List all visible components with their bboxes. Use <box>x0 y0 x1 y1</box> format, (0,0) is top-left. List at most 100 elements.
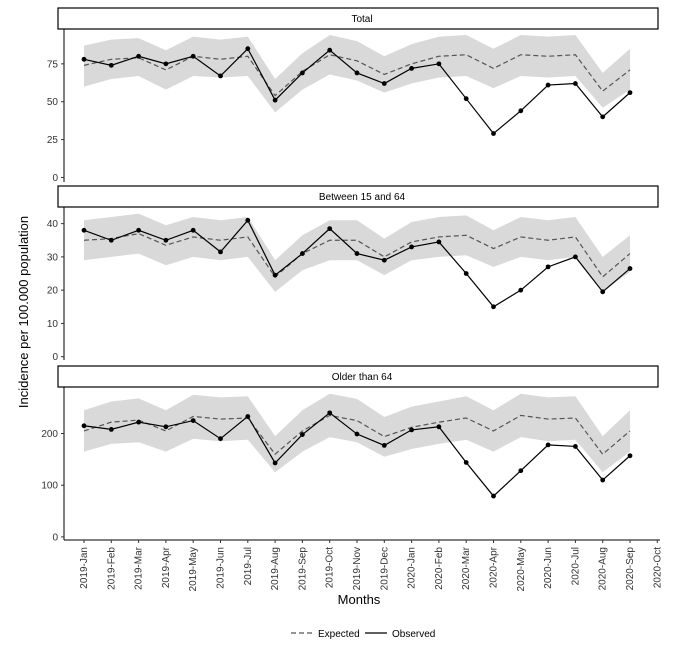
x-tick-label: 2020-May <box>516 547 527 591</box>
panel-3-observed-point <box>300 432 305 437</box>
panel-3-y-tick-label: 100 <box>41 481 58 492</box>
x-tick-label: 2019-Jul <box>243 547 254 585</box>
panel-3-observed-point <box>136 419 142 425</box>
panel-2-observed-point <box>627 266 633 271</box>
panel-1-observed-point <box>190 53 196 59</box>
panel-2-observed-point <box>245 217 251 223</box>
panel-3-observed-point <box>627 453 633 459</box>
panel-2-observed-point <box>163 237 169 243</box>
panel-2-y-tick-label: 10 <box>47 319 59 330</box>
panel-1-observed-point <box>463 96 469 102</box>
panel-1-title: Total <box>351 14 372 25</box>
panel-2-y-tick-label: 20 <box>47 286 59 297</box>
panel-3-y-tick-label: 0 <box>52 532 58 543</box>
panel-2: Between 15 and 64 0 10 20 30 40 <box>47 185 659 363</box>
panel-1-observed-point <box>300 70 305 76</box>
panel-1-observed-point <box>600 114 606 120</box>
x-tick-label: 2019-Aug <box>270 547 281 590</box>
panel-2-observed-point <box>545 264 551 270</box>
panel-2-observed-point <box>600 289 606 295</box>
x-tick-label: 2020-Jul <box>570 547 581 585</box>
panel-2-observed-point <box>327 226 333 232</box>
panel-2-observed-point <box>381 257 387 263</box>
panel-3-observed-point <box>272 460 278 466</box>
legend-observed-label: Observed <box>392 629 435 640</box>
panel-1-observed-point <box>81 56 87 62</box>
x-tick-label: 2020-Jun <box>543 547 554 589</box>
panel-1-observed-point <box>327 47 333 53</box>
panel-1-y-tick-label: 50 <box>47 97 59 108</box>
panel-3-observed-point <box>600 477 606 483</box>
panel-3-expected-line <box>83 414 631 456</box>
panel-2-observed-point <box>108 237 114 243</box>
panel-2-observed-point <box>463 271 469 276</box>
panel-1-y-tick-label: 75 <box>47 59 59 70</box>
x-tick-label: 2020-Oct <box>652 547 663 588</box>
panel-1-observed-point <box>354 70 360 76</box>
panel-1-observed-point <box>436 61 442 67</box>
panel-2-y-tick-label: 40 <box>47 219 59 230</box>
panel-2-observed-point <box>272 272 278 278</box>
y-axis-title: Incidence per 100.000 population <box>16 216 31 408</box>
panel-2-expected-line <box>83 232 631 278</box>
panel-1-observed-point <box>409 65 414 71</box>
panel-2-observed-point <box>190 227 196 233</box>
panel-2-observed-point <box>354 251 360 256</box>
panel-1-observed-point <box>545 82 551 88</box>
x-tick-label: 2020-Feb <box>434 547 445 590</box>
panel-3-observed-point <box>381 443 387 448</box>
panel-2-y-tick-label: 30 <box>47 252 59 263</box>
x-tick-label: 2019-Sep <box>297 547 308 591</box>
panel-3-y-tick-label: 200 <box>41 429 58 440</box>
panel-1-observed-point <box>108 62 114 68</box>
panel-2-title: Between 15 and 64 <box>319 192 406 203</box>
x-tick-label: 2020-Jan <box>407 547 418 589</box>
x-tick-label: 2019-Dec <box>379 547 390 590</box>
x-tick-label: 2020-Mar <box>461 546 472 589</box>
panel-3-observed-point <box>463 460 469 465</box>
x-axis-title: Months <box>338 592 381 607</box>
panel-1-observed-point <box>627 90 633 96</box>
panel-3-observed-point <box>218 436 223 442</box>
panel-3-observed-point <box>190 418 196 423</box>
x-tick-label: 2020-Sep <box>625 547 636 591</box>
x-tick-label: 2020-Apr <box>489 546 500 588</box>
panel-2-observed-point <box>218 249 223 255</box>
panel-3-observed-point <box>108 426 114 432</box>
panel-2-observed-point <box>573 254 578 260</box>
panel-1-y-tick-label: 0 <box>52 173 58 184</box>
panel-1-observed-point <box>491 131 496 136</box>
x-tick-label: 2019-May <box>188 547 199 591</box>
panels-layer: Total 0 25 50 75 Between 15 and 64 0 10 20 30 40 Ol… <box>41 7 659 543</box>
panel-3-observed-point <box>163 424 169 430</box>
x-tick-label: 2019-Jun <box>216 547 227 589</box>
panel-3-observed-point <box>81 423 87 429</box>
panel-1-observed-point <box>518 108 524 114</box>
panel-3-observed-point <box>518 468 524 474</box>
panel-2-observed-point <box>136 227 142 233</box>
legend: Expected Observed <box>291 629 435 640</box>
panel-3-observed-point <box>573 444 578 449</box>
x-tick-label: 2019-Jan <box>79 547 90 589</box>
panel-1-strip <box>57 7 659 30</box>
panel-1-observed-point <box>136 53 142 59</box>
x-tick-label: 2019-Oct <box>325 547 336 588</box>
x-tick-label: 2019-Mar <box>134 546 145 589</box>
panel-1-y-tick-label: 25 <box>47 135 59 146</box>
panel-1-observed-point <box>272 97 278 103</box>
panel-2-observed-point <box>518 287 524 293</box>
panel-2-observed-point <box>409 244 414 250</box>
panel-2-strip <box>57 185 659 208</box>
panel-1-observed-point <box>381 81 387 86</box>
panel-3-observed-point <box>409 427 414 433</box>
x-tick-label: 2019-Nov <box>352 547 363 590</box>
panel-3-strip <box>57 365 659 388</box>
panel-1: Total 0 25 50 75 <box>47 7 659 184</box>
panel-2-observed-point <box>436 239 442 245</box>
panel-3-title: Older than 64 <box>332 372 393 383</box>
x-axis: 2019-Jan 2019-Feb 2019-Mar 2019-Apr 2019-May… <box>64 539 663 591</box>
panel-1-observed-point <box>163 61 169 67</box>
x-tick-label: 2019-Feb <box>106 547 117 590</box>
panel-1-observed-point <box>245 46 251 52</box>
